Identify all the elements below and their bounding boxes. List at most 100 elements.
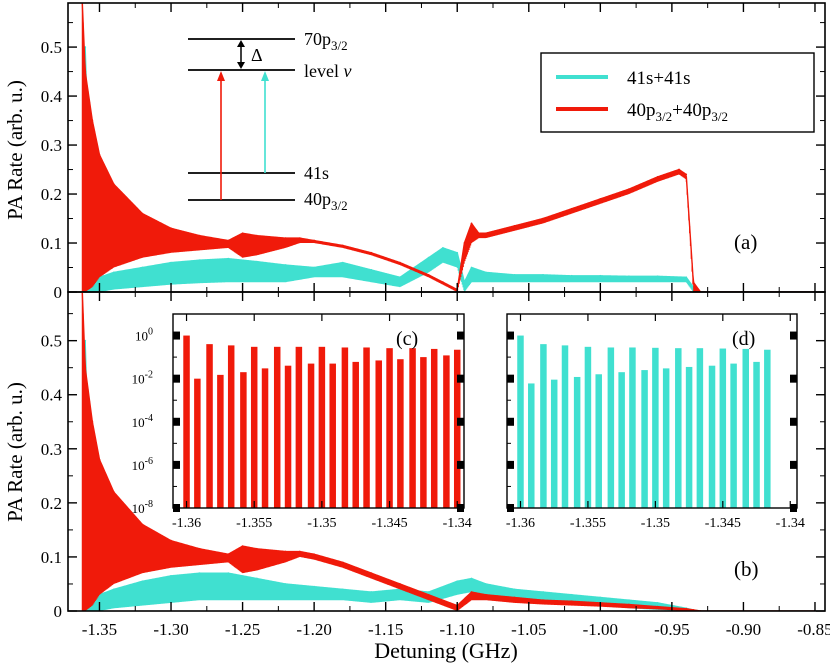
bar bbox=[206, 344, 213, 508]
x-tick-label: -1.25 bbox=[225, 620, 260, 639]
panel-b: PA Rate (arb. u.) 0 0.1 0.2 0.3 0.4 0.5 -1.35… bbox=[3, 291, 830, 639]
data-point bbox=[227, 572, 230, 575]
data-point bbox=[112, 588, 115, 591]
data-point bbox=[255, 260, 258, 263]
data-point bbox=[427, 591, 430, 593]
bar bbox=[528, 383, 535, 508]
y-tick-mark-right bbox=[790, 374, 797, 383]
bar bbox=[273, 346, 281, 508]
data-point bbox=[313, 266, 316, 269]
data-point bbox=[399, 276, 401, 279]
y-tick-label: 0.2 bbox=[41, 494, 62, 513]
y-tick-mark-right bbox=[457, 504, 464, 512]
inset-d-frame bbox=[506, 313, 798, 509]
data-point bbox=[542, 599, 544, 602]
bar bbox=[227, 345, 235, 508]
bar bbox=[730, 363, 737, 508]
data-point bbox=[399, 583, 401, 585]
y-tick-label: 10-8 bbox=[132, 499, 153, 516]
inset-d-ticks: -1.36 -1.355 -1.35 -1.345 -1.34 bbox=[506, 313, 805, 531]
data-point bbox=[98, 153, 101, 156]
bar bbox=[453, 349, 461, 508]
data-point bbox=[427, 256, 430, 259]
data-point bbox=[470, 222, 473, 225]
inset-d-bars bbox=[517, 335, 771, 508]
y-tick-label: 10-4 bbox=[132, 413, 153, 430]
bar bbox=[397, 359, 404, 508]
data-point bbox=[570, 207, 573, 210]
data-point bbox=[284, 550, 287, 553]
panel-a-data-layer bbox=[81, 3, 816, 292]
bar bbox=[217, 374, 224, 508]
data-point bbox=[656, 605, 659, 608]
data-point bbox=[470, 591, 473, 593]
bar bbox=[352, 361, 359, 508]
data-point bbox=[513, 224, 516, 227]
bar bbox=[595, 374, 602, 508]
panel-b-frame bbox=[67, 291, 826, 612]
data-point bbox=[599, 198, 602, 200]
panel-b-y-ticks: 0 0.1 0.2 0.3 0.4 0.5 bbox=[41, 313, 825, 621]
bar bbox=[341, 347, 349, 508]
bar bbox=[550, 379, 558, 508]
y-tick-label: 0.1 bbox=[41, 548, 62, 567]
data-point bbox=[599, 274, 602, 277]
bar bbox=[318, 346, 326, 508]
x-tick-label: -1.34 bbox=[443, 516, 472, 531]
x-tick-label: -0.95 bbox=[654, 620, 689, 639]
data-point bbox=[477, 232, 480, 235]
data-point bbox=[170, 261, 172, 264]
bar bbox=[409, 348, 416, 508]
data-point bbox=[170, 539, 172, 542]
level-label-v: level v bbox=[304, 61, 351, 81]
y-tick-label: 10-2 bbox=[132, 370, 153, 387]
y-tick-label: 10-6 bbox=[132, 456, 153, 473]
bar bbox=[719, 348, 727, 508]
data-point bbox=[198, 259, 201, 262]
x-tick-label: -1.30 bbox=[153, 620, 188, 639]
bar bbox=[652, 347, 659, 508]
y-tick-label: 0.5 bbox=[41, 38, 62, 57]
bar bbox=[629, 347, 636, 508]
data-point bbox=[370, 269, 373, 271]
bar bbox=[375, 360, 382, 508]
panel-a-y-ticks: 0 0.1 0.2 0.3 0.4 0.5 bbox=[41, 22, 825, 302]
bar bbox=[420, 357, 427, 508]
x-tick-label: -1.355 bbox=[570, 516, 606, 531]
y-tick-mark-right bbox=[457, 331, 464, 340]
data-point bbox=[456, 580, 459, 583]
data-point bbox=[227, 239, 230, 242]
data-point bbox=[678, 168, 680, 171]
legend-box bbox=[540, 52, 815, 133]
bar bbox=[540, 344, 547, 508]
panel-a-x-ticks bbox=[98, 3, 816, 292]
x-tick-label: -1.34 bbox=[776, 516, 805, 531]
data-point bbox=[628, 188, 630, 191]
y-tick-mark bbox=[507, 504, 514, 512]
data-point bbox=[298, 237, 301, 240]
data-point bbox=[298, 550, 301, 553]
inset-d-label: (d) bbox=[732, 328, 755, 350]
data-point bbox=[463, 281, 466, 284]
data-point bbox=[628, 275, 630, 278]
inset-d: -1.36 -1.355 -1.35 -1.345 -1.34 (d) bbox=[506, 313, 805, 531]
data-point bbox=[685, 607, 688, 610]
series-line bbox=[81, 3, 815, 292]
legend: 41s+41s 40p3/2+40p3/2 bbox=[540, 52, 815, 133]
data-point bbox=[255, 547, 258, 550]
data-point bbox=[170, 227, 172, 230]
data-point bbox=[91, 119, 94, 122]
data-point bbox=[141, 266, 144, 269]
data-point bbox=[513, 596, 516, 599]
legend-label-41s: 41s+41s bbox=[627, 68, 691, 89]
bar bbox=[284, 365, 292, 508]
bar bbox=[295, 346, 303, 508]
x-tick-label: -1.35 bbox=[641, 516, 670, 531]
level-diagram: Δ 70p3/2 level v 41s 40p3/2 bbox=[188, 29, 351, 213]
data-point bbox=[241, 545, 244, 548]
data-point bbox=[84, 70, 87, 73]
data-point bbox=[656, 601, 659, 604]
data-point bbox=[241, 232, 244, 235]
data-point bbox=[456, 251, 459, 254]
inset-c-label: (c) bbox=[396, 328, 418, 350]
